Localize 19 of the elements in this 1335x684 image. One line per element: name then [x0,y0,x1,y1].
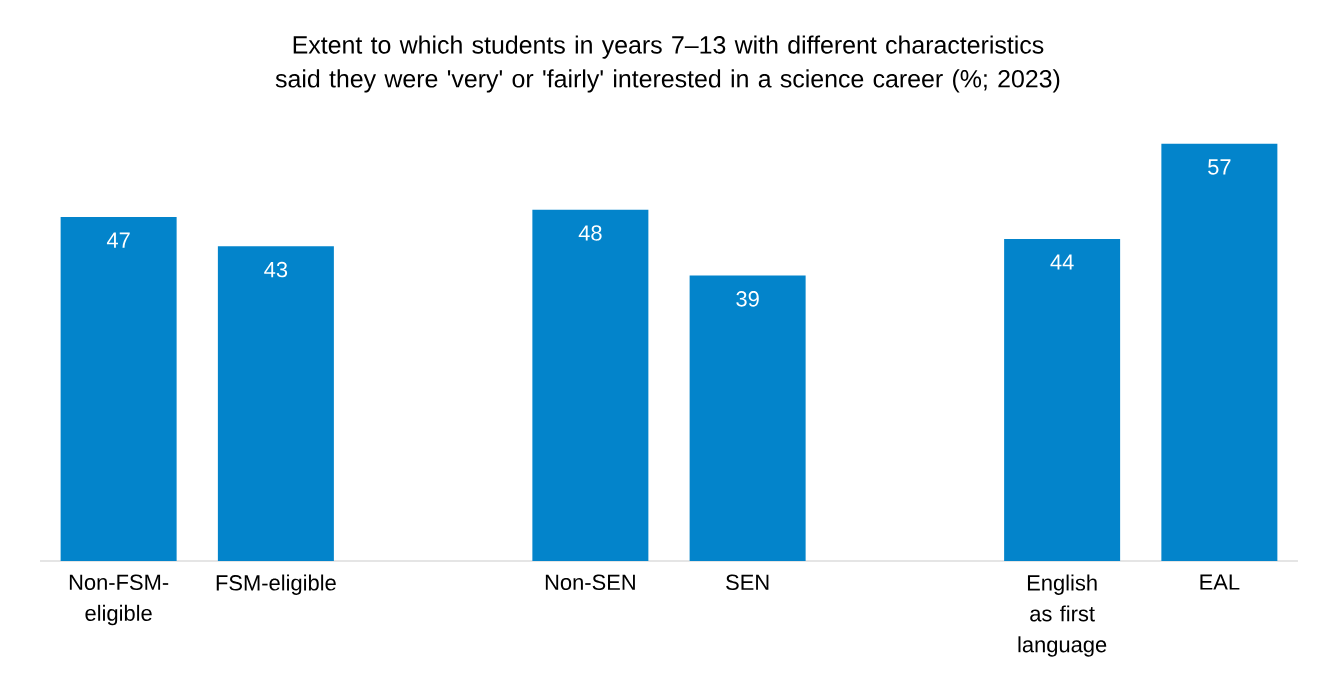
bar [1004,238,1121,561]
x-tick-label: Non-SEN [545,574,635,591]
data-label: 43 [264,261,288,278]
bar [532,209,649,561]
x-tick-label: FSM-eligible [216,574,336,595]
data-label: 44 [1050,254,1074,270]
x-tick-label: Non-FSM-eligible [69,574,169,626]
x-tick-label: SEN [726,574,769,591]
bar [60,217,177,561]
bar [217,246,334,561]
chart-title: Extent to which students in years 7–13 with different characteristics said they were 'very' or 'fairly' interested in a science career (%; 2023) [275,35,1060,93]
bar [689,275,806,561]
data-label: 39 [736,291,759,307]
x-tick-label: English as first language [1018,574,1107,657]
bar [1161,143,1278,561]
data-label: 48 [578,225,602,241]
data-label: 47 [106,232,130,248]
x-tick-label: EAL [1200,574,1240,590]
data-label: 57 [1208,159,1231,175]
